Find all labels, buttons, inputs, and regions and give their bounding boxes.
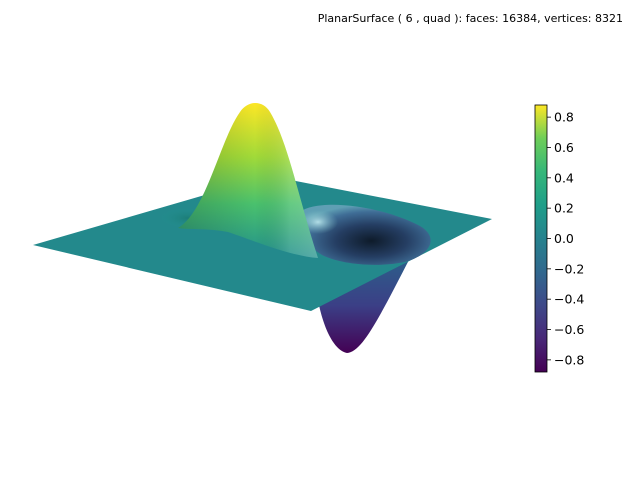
- colorbar-tick-label: 0.4: [554, 170, 574, 185]
- colorbar-tick-label: 0.8: [554, 110, 574, 125]
- surface-peak-shading: [178, 103, 318, 258]
- colorbar-gradient: [534, 104, 548, 373]
- colorbar-tick-label: −0.4: [554, 292, 584, 307]
- colorbar-tick-label: −0.2: [554, 261, 584, 276]
- surface-plot: [33, 103, 492, 353]
- surface-trough: [318, 258, 410, 353]
- colorbar: 0.8 0.6 0.4 0.2 0.0 −0.2 −0.4 −0.6 −0.8: [534, 104, 584, 373]
- colorbar-tick-label: −0.6: [554, 322, 584, 337]
- colorbar-tick-label: 0.2: [554, 201, 574, 216]
- colorbar-tick-label: 0.6: [554, 140, 574, 155]
- chart-title: PlanarSurface ( 6 , quad ): faces: 16384…: [318, 12, 623, 25]
- colorbar-tick-label: −0.8: [554, 352, 584, 367]
- colorbar-tick-label: 0.0: [554, 231, 574, 246]
